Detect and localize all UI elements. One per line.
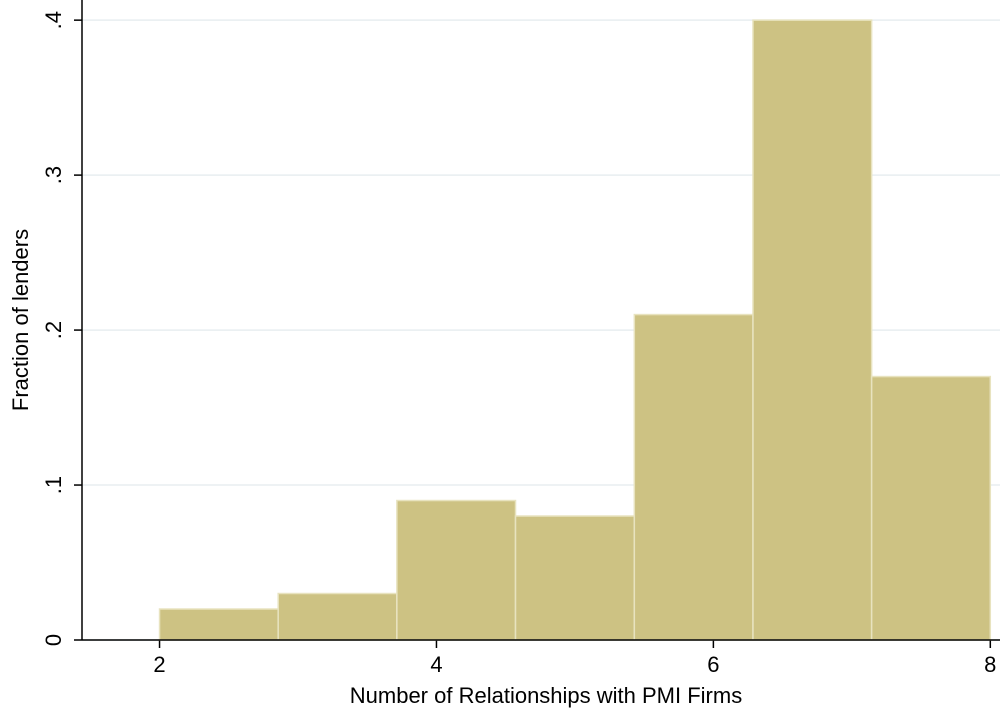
x-tick-label: 8 bbox=[984, 652, 996, 677]
y-tick-label: .2 bbox=[41, 321, 66, 339]
y-tick-label: .1 bbox=[41, 476, 66, 494]
x-tick-label: 4 bbox=[430, 652, 442, 677]
x-tick-label: 2 bbox=[153, 652, 165, 677]
y-tick-label: 0 bbox=[41, 634, 66, 646]
bar bbox=[158, 608, 279, 641]
x-axis-label: Number of Relationships with PMI Firms bbox=[350, 683, 742, 708]
x-tick-label: 6 bbox=[707, 652, 719, 677]
bar bbox=[752, 19, 873, 641]
bar bbox=[396, 499, 517, 641]
y-tick-label: .3 bbox=[41, 166, 66, 184]
bar bbox=[514, 515, 636, 641]
bar bbox=[633, 313, 754, 641]
bar bbox=[870, 375, 992, 641]
y-tick-label: .4 bbox=[41, 11, 66, 29]
y-axis-label: Fraction of lenders bbox=[8, 229, 33, 411]
bar bbox=[277, 592, 398, 641]
